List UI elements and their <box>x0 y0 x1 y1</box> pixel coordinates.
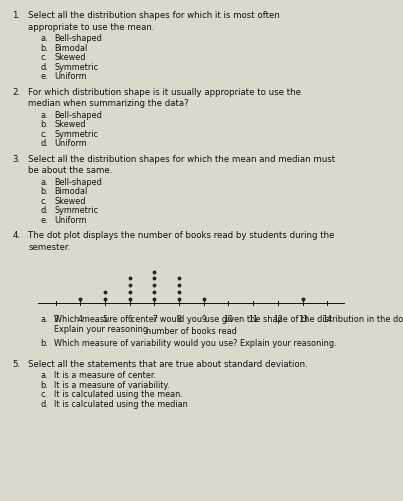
Text: Select all the distribution shapes for which it is most often: Select all the distribution shapes for w… <box>28 11 280 20</box>
Text: b.: b. <box>40 44 48 53</box>
Text: b.: b. <box>40 381 48 390</box>
Text: c.: c. <box>40 53 47 62</box>
Text: a.: a. <box>40 111 48 120</box>
X-axis label: number of books read: number of books read <box>146 327 237 336</box>
Text: Uniform: Uniform <box>54 139 87 148</box>
Text: c.: c. <box>40 130 47 139</box>
Text: Select all the statements that are true about standard deviation.: Select all the statements that are true … <box>28 360 308 369</box>
Text: Select all the distribution shapes for which the mean and median must: Select all the distribution shapes for w… <box>28 155 335 164</box>
Text: Bell-shaped: Bell-shaped <box>54 111 102 120</box>
Text: It is a measure of variability.: It is a measure of variability. <box>54 381 170 390</box>
Text: median when summarizing the data?: median when summarizing the data? <box>28 99 189 108</box>
Text: Skewed: Skewed <box>54 120 86 129</box>
Text: e.: e. <box>40 216 48 225</box>
Text: Symmetric: Symmetric <box>54 63 98 72</box>
Text: The dot plot displays the number of books read by students during the: The dot plot displays the number of book… <box>28 231 335 240</box>
Text: It is a measure of center.: It is a measure of center. <box>54 371 156 380</box>
Text: Bimodal: Bimodal <box>54 187 88 196</box>
Text: Bell-shaped: Bell-shaped <box>54 34 102 43</box>
Text: 2.: 2. <box>12 88 20 97</box>
Text: semester.: semester. <box>28 243 71 252</box>
Text: a.: a. <box>40 315 48 324</box>
Text: a.: a. <box>40 34 48 43</box>
Text: b.: b. <box>40 187 48 196</box>
Text: It is calculated using the mean.: It is calculated using the mean. <box>54 390 183 399</box>
Text: Which measure of variability would you use? Explain your reasoning.: Which measure of variability would you u… <box>54 339 337 348</box>
Text: a.: a. <box>40 371 48 380</box>
Text: Which measure of center would you use given the shape of the distribution in the: Which measure of center would you use gi… <box>54 315 403 324</box>
Text: Explain your reasoning.: Explain your reasoning. <box>54 325 151 334</box>
Text: b.: b. <box>40 120 48 129</box>
Text: Bell-shaped: Bell-shaped <box>54 178 102 187</box>
Text: Bimodal: Bimodal <box>54 44 88 53</box>
Text: be about the same.: be about the same. <box>28 166 112 175</box>
Text: 5.: 5. <box>12 360 20 369</box>
Text: appropriate to use the mean.: appropriate to use the mean. <box>28 23 155 32</box>
Text: Uniform: Uniform <box>54 216 87 225</box>
Text: Uniform: Uniform <box>54 72 87 81</box>
Text: 3.: 3. <box>12 155 20 164</box>
Text: a.: a. <box>40 178 48 187</box>
Text: For which distribution shape is it usually appropriate to use the: For which distribution shape is it usual… <box>28 88 301 97</box>
Text: Symmetric: Symmetric <box>54 206 98 215</box>
Text: 4.: 4. <box>12 231 20 240</box>
Text: Skewed: Skewed <box>54 197 86 206</box>
Text: d.: d. <box>40 206 48 215</box>
Text: Skewed: Skewed <box>54 53 86 62</box>
Text: d.: d. <box>40 400 48 409</box>
Text: d.: d. <box>40 63 48 72</box>
Text: e.: e. <box>40 72 48 81</box>
Text: It is calculated using the median: It is calculated using the median <box>54 400 188 409</box>
Text: Symmetric: Symmetric <box>54 130 98 139</box>
Text: d.: d. <box>40 139 48 148</box>
Text: 1.: 1. <box>12 11 20 20</box>
Text: c.: c. <box>40 390 47 399</box>
Text: b.: b. <box>40 339 48 348</box>
Text: c.: c. <box>40 197 47 206</box>
